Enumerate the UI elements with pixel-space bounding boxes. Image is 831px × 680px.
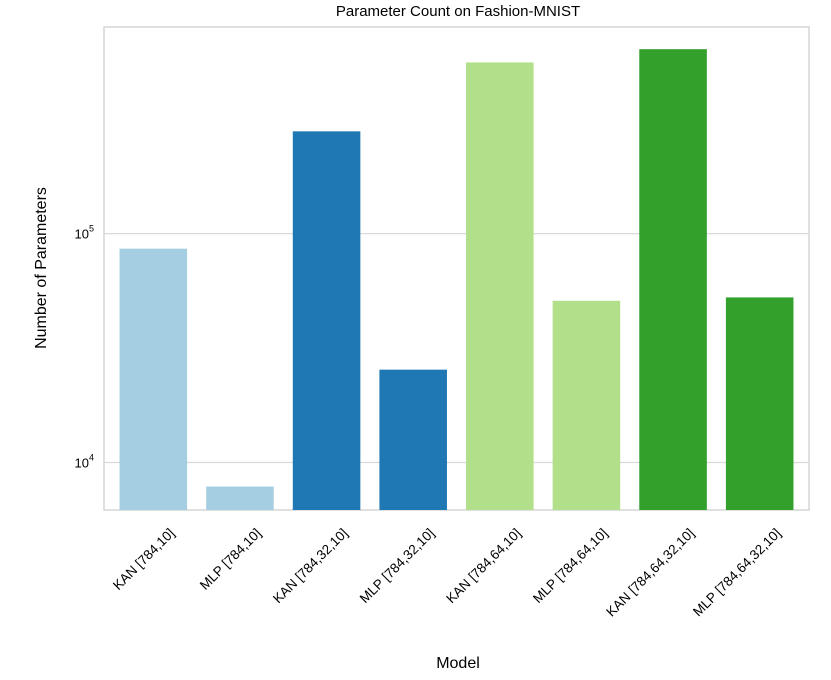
bar: [639, 49, 707, 510]
y-tick-exponent: 4: [89, 452, 94, 462]
x-tick-label: KAN [784,64,32,10]: [603, 526, 697, 620]
bar: [379, 369, 447, 510]
x-tick-label: KAN [784,10]: [110, 526, 177, 593]
chart-title: Parameter Count on Fashion-MNIST: [336, 3, 580, 20]
y-tick-label: 104: [75, 452, 94, 470]
x-tick-label: MLP [784,32,10]: [357, 526, 437, 606]
bar: [206, 486, 274, 510]
bar: [119, 248, 188, 510]
y-tick-base: 10: [75, 455, 89, 470]
x-tick-label: KAN [784,32,10]: [270, 526, 351, 607]
y-axis-label: Number of Parameters: [33, 187, 50, 349]
x-axis-label: Model: [436, 655, 480, 672]
bar: [466, 62, 534, 510]
x-tick-label: KAN [784,64,10]: [443, 526, 524, 607]
x-tick-labels: KAN [784,10] MLP [784,10] KAN [784,32,10] M…: [110, 526, 784, 620]
bars: [119, 49, 794, 511]
x-tick-label: MLP [784,64,10]: [530, 526, 610, 606]
x-tick-label: MLP [784,64,32,10]: [690, 526, 784, 620]
bar: [552, 300, 621, 510]
y-tick-base: 10: [75, 227, 89, 242]
bar: [725, 297, 794, 510]
y-tick-exponent: 5: [89, 224, 94, 234]
bar: [292, 131, 361, 511]
y-tick-label: 105: [75, 224, 94, 242]
x-tick-label: MLP [784,10]: [197, 526, 264, 593]
plot-frame: [103, 26, 810, 511]
